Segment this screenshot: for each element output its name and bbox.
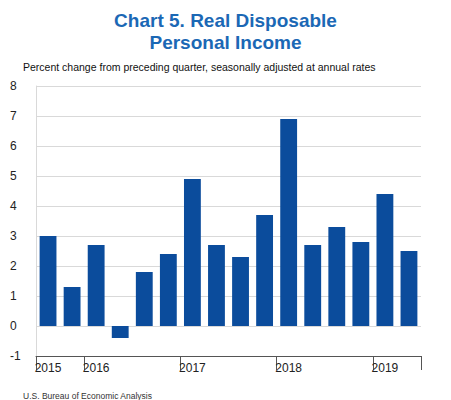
svg-text:0: 0 (10, 319, 17, 333)
svg-text:7: 7 (10, 109, 17, 123)
svg-text:-1: -1 (10, 349, 21, 363)
svg-text:5: 5 (10, 169, 17, 183)
svg-text:4: 4 (10, 199, 17, 213)
svg-text:6: 6 (10, 139, 17, 153)
svg-text:2019: 2019 (372, 361, 399, 375)
svg-text:Chart 5. Real Disposable: Chart 5. Real Disposable (114, 10, 337, 31)
svg-text:8: 8 (10, 79, 17, 93)
svg-text:U.S. Bureau of Economic Analys: U.S. Bureau of Economic Analysis (23, 391, 152, 400)
svg-text:2018: 2018 (275, 361, 302, 375)
svg-text:Personal Income: Personal Income (149, 32, 301, 53)
svg-text:2017: 2017 (179, 361, 206, 375)
svg-text:2016: 2016 (83, 361, 110, 375)
svg-text:1: 1 (10, 289, 17, 303)
svg-text:2: 2 (10, 259, 17, 273)
svg-text:2015: 2015 (35, 361, 62, 375)
svg-text:3: 3 (10, 229, 17, 243)
svg-text:Percent change from preceding: Percent change from preceding quarter, s… (23, 61, 376, 73)
